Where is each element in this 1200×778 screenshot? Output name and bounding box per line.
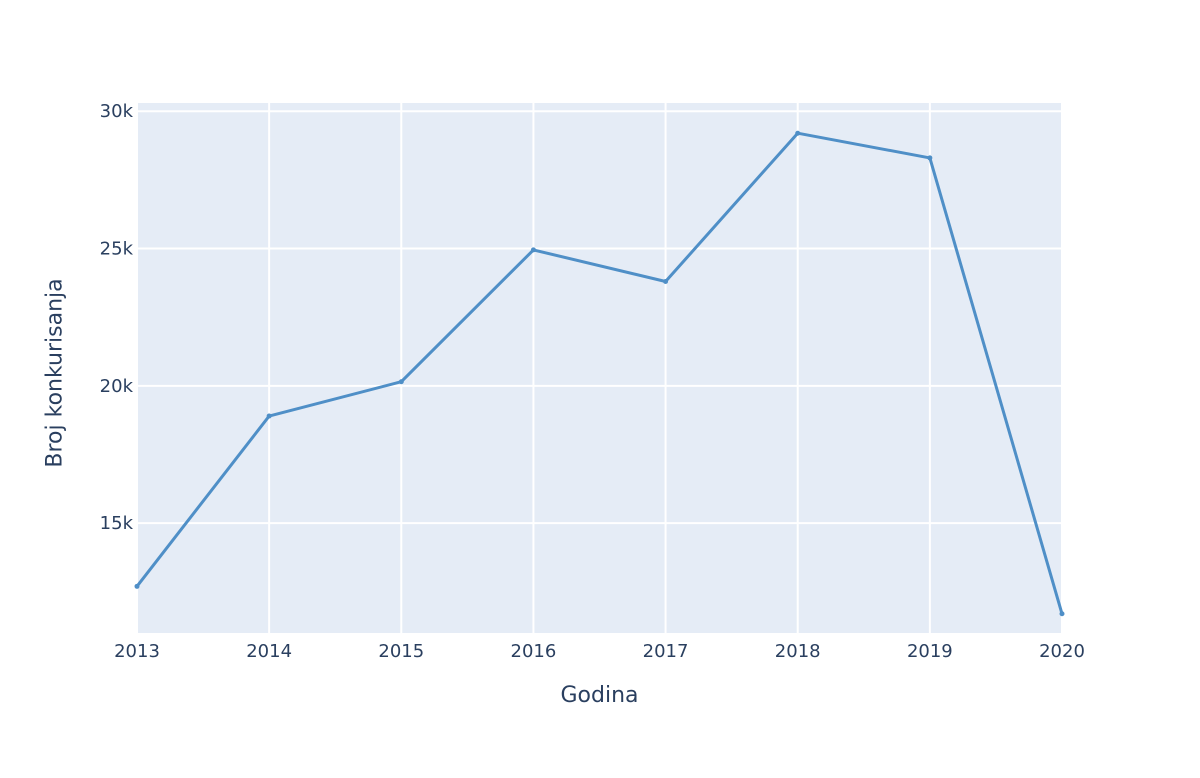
- series-line: [135, 131, 1064, 616]
- x-axis-title: Godina: [560, 683, 638, 708]
- y-tick-label: 25k: [100, 239, 134, 260]
- plot-area: [137, 103, 1062, 633]
- data-points: [134, 130, 1065, 617]
- x-tick-label: 2014: [246, 641, 292, 662]
- y-tick-label: 20k: [100, 376, 134, 397]
- data-point: [663, 278, 669, 284]
- y-tick-label: 30k: [100, 101, 134, 122]
- x-tick-label: 2013: [114, 641, 160, 662]
- x-tick-label: 2017: [643, 641, 689, 662]
- x-gridlines: [136, 103, 1063, 633]
- data-point: [134, 583, 140, 589]
- x-axis-ticks: 2013 2014 2015 2016 2017 2018 2019 2020: [114, 641, 1085, 662]
- data-point: [795, 130, 801, 136]
- x-tick-label: 2019: [907, 641, 953, 662]
- x-tick-label: 2020: [1039, 641, 1085, 662]
- series-layer: [135, 131, 1064, 616]
- y-tick-label: 15k: [100, 513, 134, 534]
- data-point: [927, 155, 933, 161]
- data-point: [266, 413, 272, 419]
- data-point: [1059, 611, 1065, 617]
- y-axis-ticks: 15k 20k 25k 30k: [100, 101, 134, 534]
- x-tick-label: 2018: [775, 641, 821, 662]
- y-axis-title: Broj konkurisanja: [43, 278, 68, 467]
- x-tick-label: 2015: [378, 641, 424, 662]
- data-point: [398, 379, 404, 385]
- y-gridlines: [137, 110, 1062, 525]
- data-point: [530, 247, 536, 253]
- x-tick-label: 2016: [511, 641, 557, 662]
